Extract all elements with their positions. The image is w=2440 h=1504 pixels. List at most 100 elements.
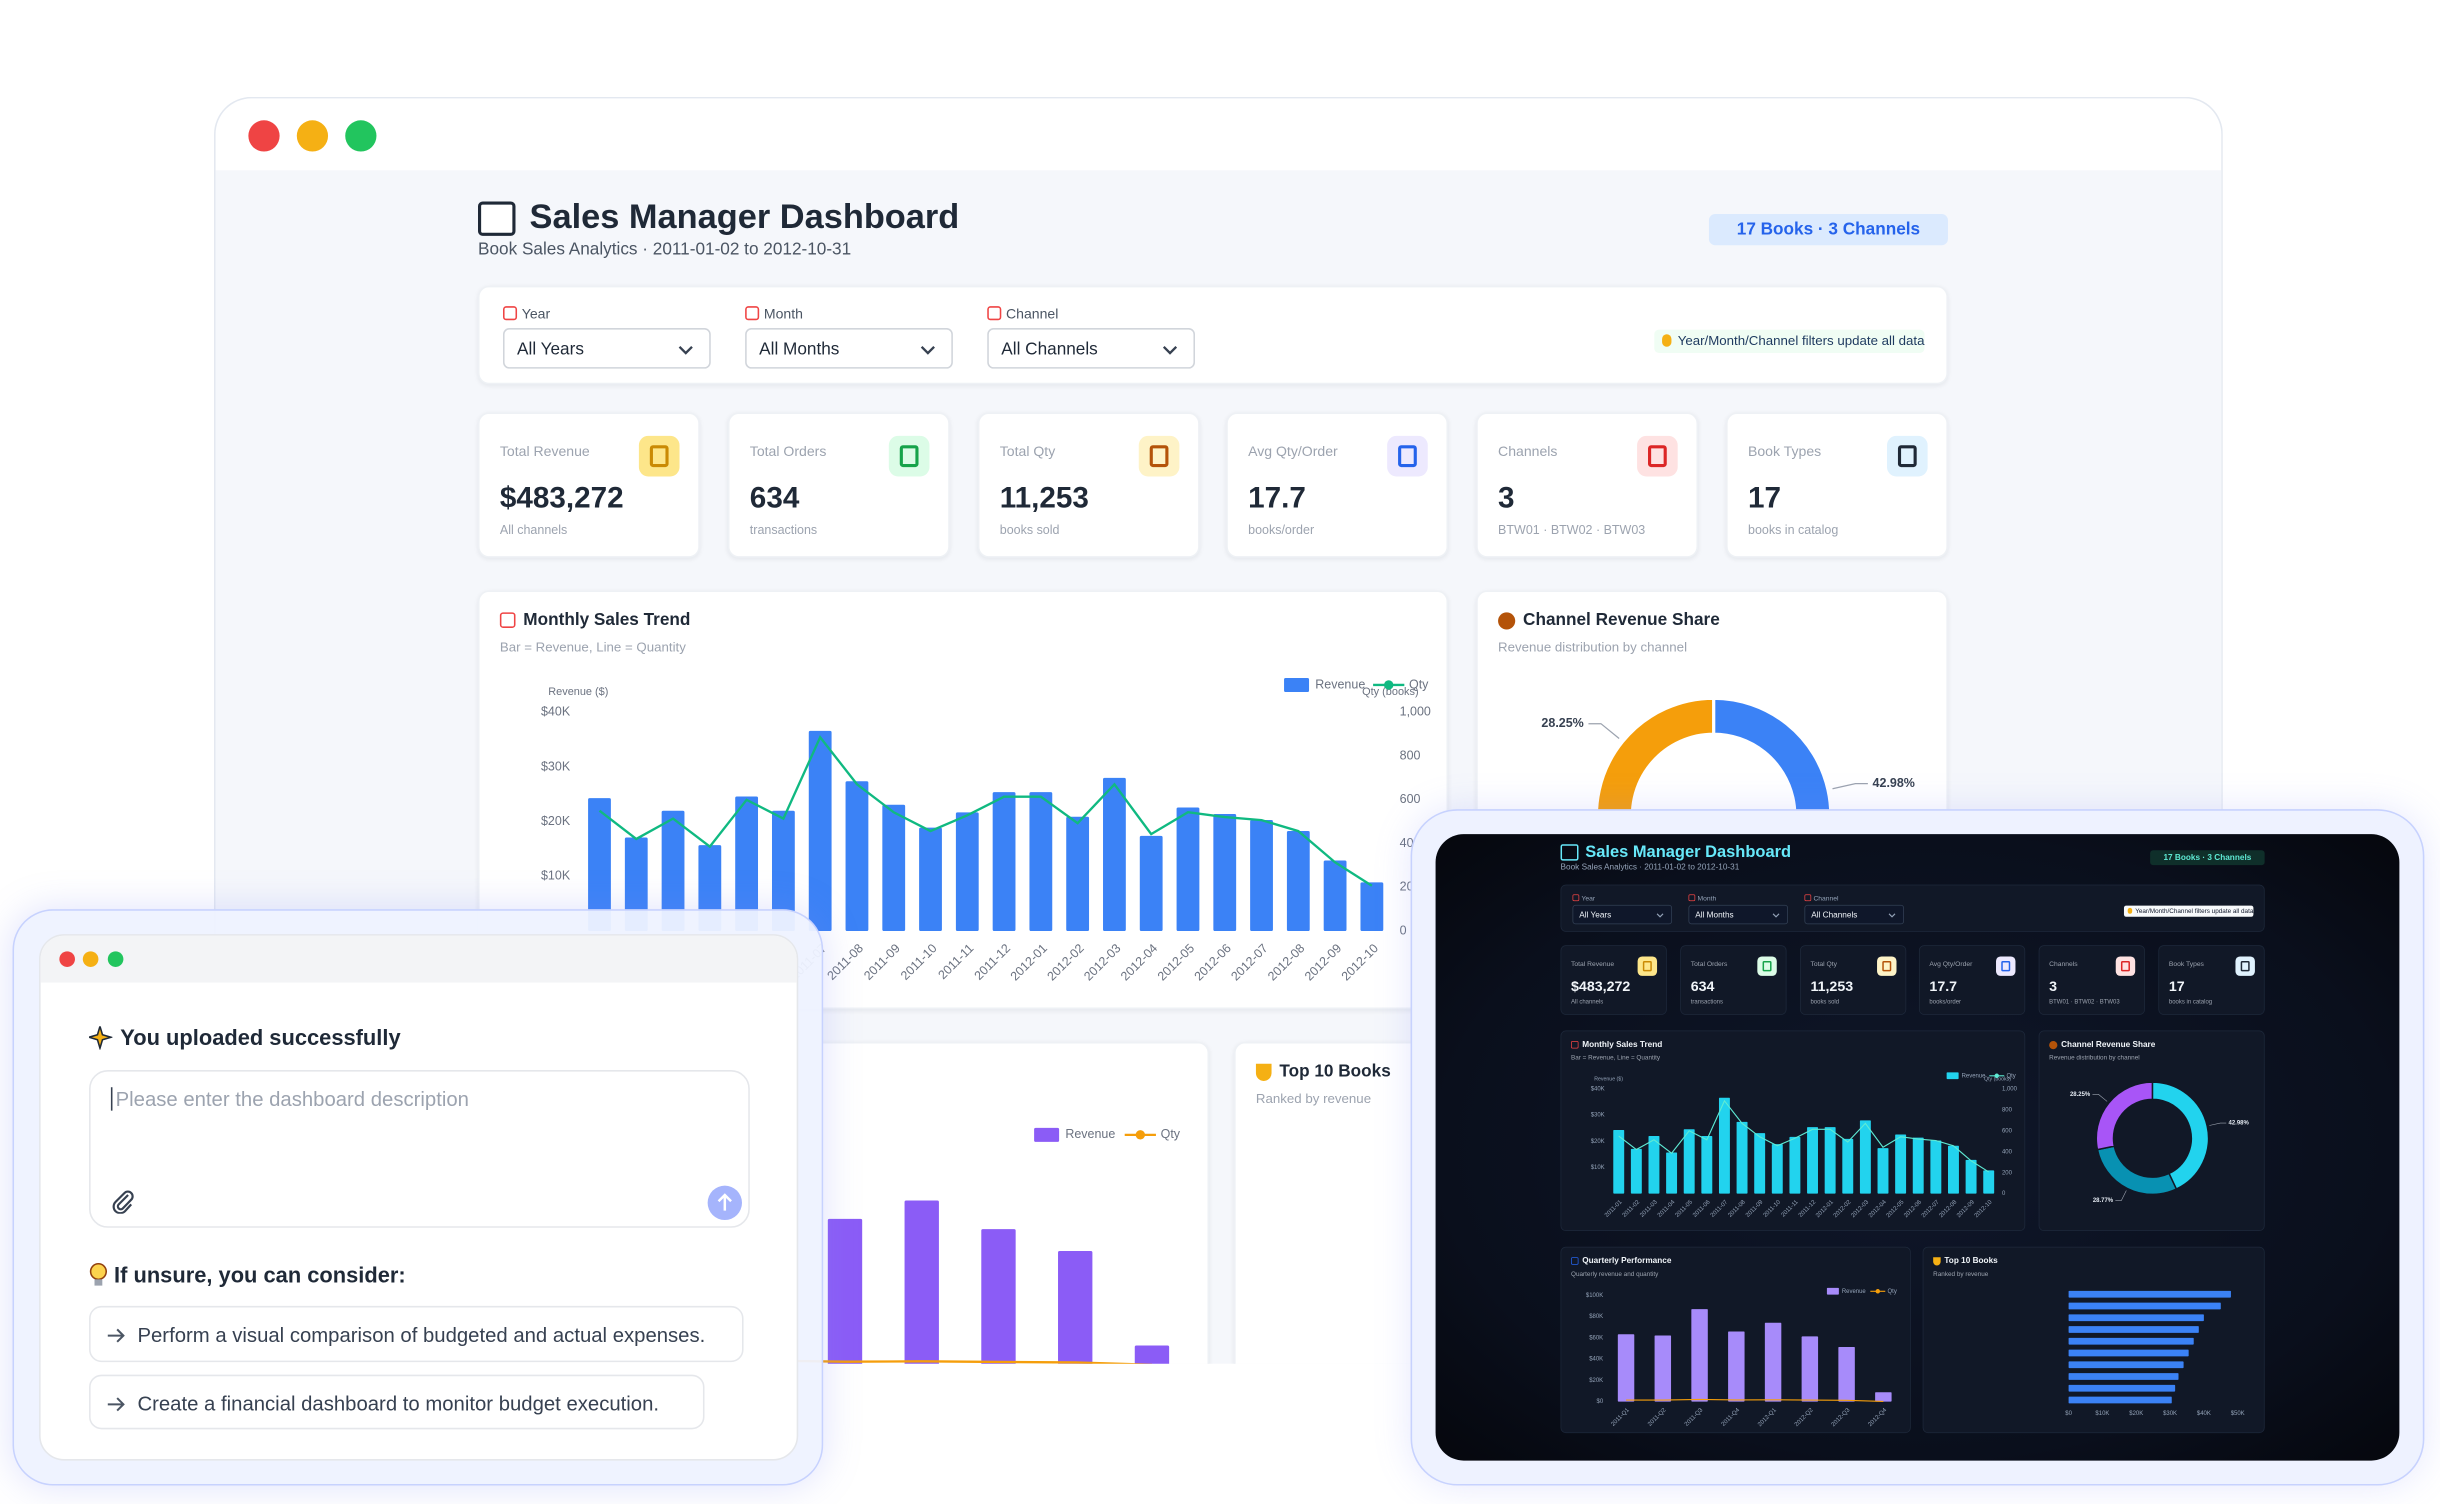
- slice-label: 42.98%: [2229, 1121, 2250, 1127]
- x-tick-label: 2011-01: [1604, 1199, 1624, 1219]
- filter-select[interactable]: All Months: [745, 328, 953, 369]
- kpi-value: 634: [749, 482, 800, 516]
- arrow-icon: [107, 1328, 125, 1343]
- kpi-icon-glyph: [1149, 445, 1169, 468]
- filter-select[interactable]: All Years: [502, 328, 711, 369]
- kpi-icon-glyph: [2240, 960, 2250, 972]
- minimize-dot[interactable]: [82, 951, 99, 967]
- book-bar: [2068, 1302, 2221, 1310]
- x-tick-label: 2011-08: [1727, 1199, 1747, 1219]
- revenue-bar: [845, 781, 869, 932]
- revenue-bar: [661, 810, 685, 932]
- chevron: [678, 345, 693, 355]
- chart-title: Quarterly Performance: [1582, 1256, 1672, 1266]
- kpi-icon: [1387, 435, 1428, 477]
- kpi-icon: [1637, 956, 1658, 976]
- kpi-card: Book Types 17 books in catalog: [1726, 412, 1948, 558]
- revenue-bar: [827, 1218, 863, 1364]
- revenue-bar: [1965, 1159, 1977, 1194]
- kpi-sub: books sold: [999, 523, 1060, 538]
- slice-label: 28.25%: [1541, 716, 1583, 730]
- filter-select[interactable]: All Years: [1572, 904, 1673, 925]
- kpi-label: Book Types: [1747, 443, 1822, 460]
- kpi-label: Total Qty: [999, 443, 1056, 460]
- y-tick-label: $30K: [1591, 1113, 1605, 1119]
- chat-panel: You uploaded successfully Please enter t…: [12, 909, 824, 1486]
- chevron-line: [1162, 345, 1178, 355]
- x-tick-label: 2012-01: [1815, 1199, 1835, 1219]
- chart-icon: [1498, 612, 1516, 630]
- donut-slice: [2096, 1145, 2178, 1196]
- y2-tick-label: 0: [2002, 1191, 2006, 1197]
- chart-icon: [499, 612, 516, 628]
- tablet-screen: Sales Manager Dashboard Book Sales Analyt…: [1435, 834, 2400, 1461]
- attach-button[interactable]: [111, 1189, 136, 1214]
- input-placeholder: Please enter the dashboard description: [115, 1087, 469, 1111]
- filter-label: Year: [521, 306, 551, 322]
- y-tick-label: $40K: [1589, 1357, 1603, 1363]
- x-tick-label: 2012-04: [1868, 1199, 1888, 1219]
- kpi-icon-glyph: [1897, 445, 1917, 468]
- legend-label: Revenue: [1065, 1127, 1115, 1141]
- filter-value: All Channels: [1001, 340, 1098, 360]
- legend-label: Revenue: [1962, 1073, 1987, 1079]
- revenue-bar: [1683, 1129, 1695, 1194]
- revenue-bar: [1764, 1322, 1782, 1402]
- send-button[interactable]: [706, 1184, 743, 1221]
- leader-line: [2092, 1094, 2108, 1102]
- kpi-card: Total Revenue $483,272 All channels: [478, 412, 700, 558]
- filter-icon: [502, 306, 518, 321]
- bulb-icon: [2127, 907, 2133, 914]
- close-dot[interactable]: [59, 951, 75, 967]
- legend-label: Qty: [1161, 1127, 1181, 1141]
- y2-tick-label: 0: [1400, 923, 1407, 937]
- chart-icon: [1571, 1257, 1579, 1265]
- revenue-bar: [1842, 1138, 1854, 1194]
- kpi-sub: transactions: [1690, 998, 1724, 1006]
- revenue-bar: [1771, 1144, 1783, 1194]
- minimize-dot[interactable]: [296, 120, 329, 152]
- x-tick-label: 2012-03: [1850, 1199, 1870, 1219]
- kpi-icon: [1996, 956, 2016, 976]
- y-axis-label: Revenue ($): [1594, 1077, 1623, 1083]
- revenue-bar: [1736, 1121, 1748, 1194]
- filter-select[interactable]: All Channels: [1804, 904, 1904, 925]
- revenue-bar: [981, 1229, 1016, 1364]
- x-tick-label: 2012-06: [1192, 941, 1234, 983]
- x-tick-label: 2012-09: [1302, 941, 1344, 983]
- filter-icon: [987, 306, 1002, 321]
- y-tick-label: $30K: [541, 759, 571, 773]
- maximize-dot[interactable]: [107, 951, 124, 967]
- kpi-sub: books/order: [1248, 523, 1315, 538]
- maximize-dot[interactable]: [345, 120, 377, 152]
- x-tick-label: 2011-10: [898, 941, 940, 983]
- kpi-value: 3: [1498, 482, 1515, 516]
- filter-label: Channel: [1005, 306, 1059, 322]
- kpi-value: 634: [1690, 978, 1715, 995]
- chevron: [1162, 345, 1178, 355]
- chevron-line: [1772, 913, 1780, 918]
- description-input[interactable]: Please enter the dashboard description: [89, 1070, 750, 1228]
- donut-slice: [2151, 1081, 2210, 1191]
- suggestion-text: Create a financial dashboard to monitor …: [137, 1391, 660, 1416]
- kpi-value: $483,272: [499, 482, 624, 516]
- kpi-icon-glyph: [1882, 960, 1892, 972]
- revenue-bar: [1176, 807, 1200, 932]
- close-dot[interactable]: [248, 120, 280, 152]
- kpi-label: Channels: [1498, 443, 1558, 460]
- kpi-value: $483,272: [1571, 978, 1631, 995]
- x-tick-label: $30K: [2163, 1411, 2177, 1417]
- y-tick-label: $0: [1597, 1399, 1604, 1405]
- filter-select[interactable]: All Channels: [987, 328, 1196, 369]
- revenue-bar: [735, 796, 759, 932]
- filter-label: Month: [1697, 894, 1717, 902]
- kpi-label: Channels: [2049, 960, 2078, 968]
- suggestion[interactable]: Create a financial dashboard to monitor …: [89, 1374, 705, 1430]
- y2-tick-label: 400: [2002, 1149, 2013, 1155]
- dashboard-title: Sales Manager Dashboard: [1585, 841, 1792, 861]
- filter-select[interactable]: All Months: [1688, 904, 1789, 925]
- suggestion[interactable]: Perform a visual comparison of budgeted …: [89, 1305, 744, 1363]
- x-tick-label: 2011-03: [1639, 1199, 1659, 1219]
